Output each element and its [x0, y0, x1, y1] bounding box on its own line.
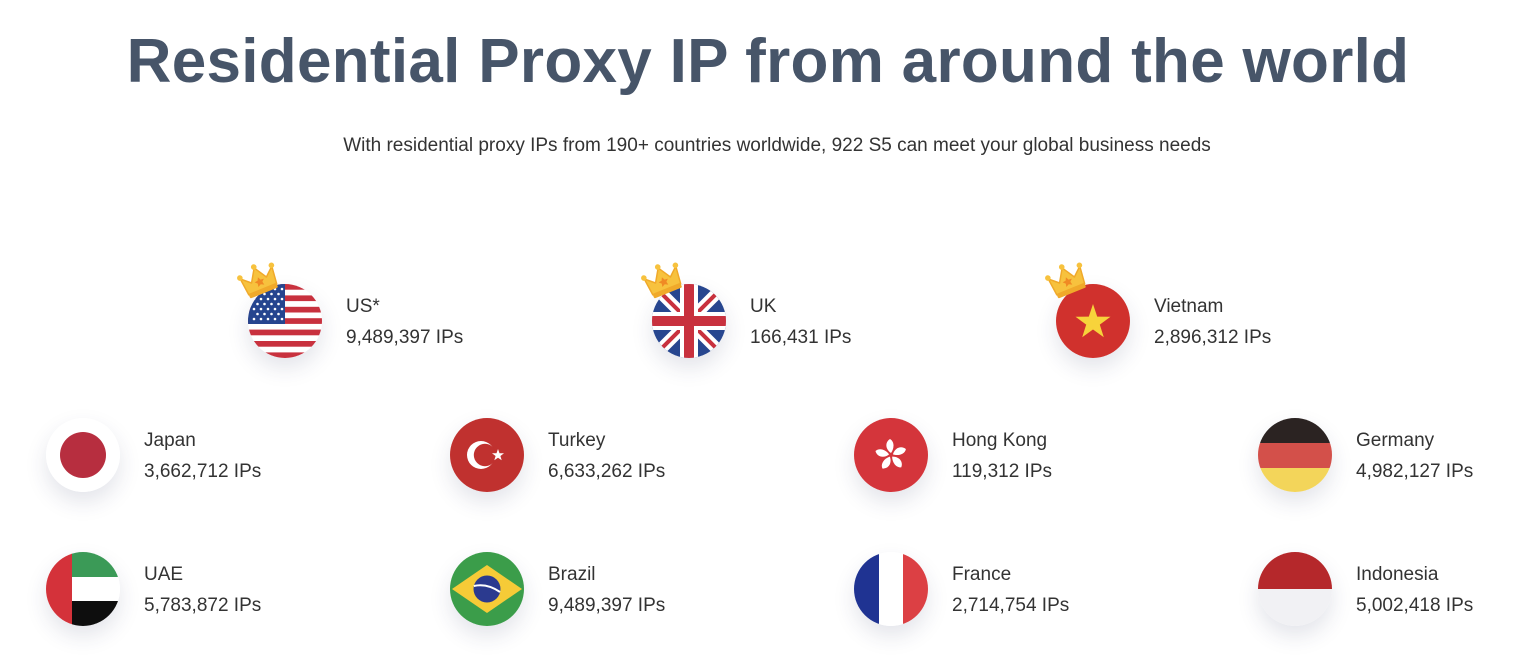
country-card-indonesia[interactable]: Indonesia 5,002,418 IPs	[1258, 552, 1536, 626]
ip-count: 3,662,712 IPs	[144, 461, 262, 482]
ip-count: 5,002,418 IPs	[1356, 595, 1474, 616]
country-card-us[interactable]: US* 9,489,397 IPs	[248, 284, 578, 358]
country-name: Brazil	[548, 564, 596, 585]
country-card-france[interactable]: France 2,714,754 IPs	[854, 552, 1184, 626]
country-card-japan[interactable]: Japan 3,662,712 IPs	[46, 418, 376, 492]
country-card-uk[interactable]: UK 166,431 IPs	[652, 284, 982, 358]
country-name: Hong Kong	[952, 430, 1048, 451]
japan-flag-icon	[46, 418, 120, 492]
ip-count: 4,982,127 IPs	[1356, 461, 1474, 482]
ip-count: 9,489,397 IPs	[548, 595, 666, 616]
country-name: France	[952, 564, 1012, 585]
country-card-germany[interactable]: Germany 4,982,127 IPs	[1258, 418, 1536, 492]
page-subtitle: With residential proxy IPs from 190+ cou…	[343, 135, 1211, 156]
ip-count: 5,783,872 IPs	[144, 595, 262, 616]
ip-count: 2,714,754 IPs	[952, 595, 1070, 616]
brazil-flag-icon	[450, 552, 524, 626]
ip-count: 9,489,397 IPs	[346, 327, 464, 348]
country-name: UAE	[144, 564, 184, 585]
ip-count: 6,633,262 IPs	[548, 461, 666, 482]
ip-count: 2,896,312 IPs	[1154, 327, 1272, 348]
page-title: Residential Proxy IP from around the wor…	[126, 27, 1410, 96]
hong-kong-flag-icon	[854, 418, 928, 492]
country-card-vietnam[interactable]: Vietnam 2,896,312 IPs	[1056, 284, 1386, 358]
ip-count: 119,312 IPs	[952, 461, 1053, 482]
country-name: Germany	[1356, 430, 1435, 451]
indonesia-flag-icon	[1258, 552, 1332, 626]
country-card-brazil[interactable]: Brazil 9,489,397 IPs	[450, 552, 780, 626]
country-card-turkey[interactable]: Turkey 6,633,262 IPs	[450, 418, 780, 492]
country-name: US*	[346, 296, 380, 317]
country-name: Vietnam	[1154, 296, 1224, 317]
country-name: Indonesia	[1356, 564, 1439, 585]
germany-flag-icon	[1258, 418, 1332, 492]
france-flag-icon	[854, 552, 928, 626]
ip-count: 166,431 IPs	[750, 327, 852, 348]
country-name: UK	[750, 296, 777, 317]
country-name: Turkey	[548, 430, 606, 451]
country-card-hong-kong[interactable]: Hong Kong 119,312 IPs	[854, 418, 1184, 492]
country-card-uae[interactable]: UAE 5,783,872 IPs	[46, 552, 376, 626]
vietnam-flag-icon	[1056, 284, 1130, 358]
uae-flag-icon	[46, 552, 120, 626]
country-name: Japan	[144, 430, 196, 451]
turkey-flag-icon	[450, 418, 524, 492]
